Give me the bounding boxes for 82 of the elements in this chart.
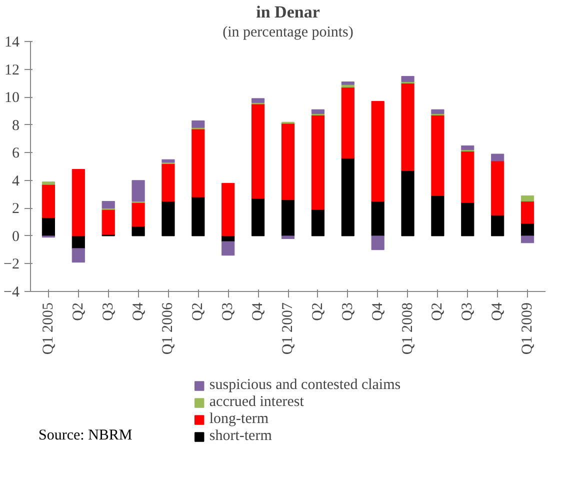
- x-tick-label: Q4: [490, 302, 506, 321]
- x-tick-label: Q3: [340, 302, 356, 321]
- bar: [491, 154, 504, 162]
- bar: [252, 98, 265, 103]
- bar: [222, 182, 235, 236]
- bar: [42, 184, 56, 218]
- bar: [72, 169, 85, 236]
- bar: [341, 82, 354, 85]
- y-tick-label: 4: [12, 173, 20, 190]
- y-tick-label: 14: [4, 34, 20, 50]
- bar: [162, 200, 175, 236]
- bar: [42, 218, 56, 236]
- bar: [431, 114, 444, 196]
- bar: [520, 195, 534, 202]
- x-tick-label: Q2: [70, 302, 86, 321]
- bar: [281, 123, 295, 200]
- bar: [132, 202, 145, 226]
- y-tick-label: 10: [4, 90, 20, 106]
- bar: [401, 76, 414, 82]
- x-tick-label: Q2: [190, 302, 206, 321]
- bar: [401, 170, 414, 236]
- bar: [461, 150, 474, 203]
- bar: [491, 214, 504, 236]
- y-tick-label: −4: [4, 284, 20, 300]
- bar: [102, 209, 115, 235]
- x-tick-label: Q4: [130, 302, 146, 321]
- x-tick-label: Q2: [310, 302, 326, 321]
- y-tick-label: 6: [12, 146, 20, 162]
- bar: [102, 200, 115, 208]
- bar: [72, 248, 85, 263]
- legend-label: accrued interest: [209, 394, 304, 411]
- y-tick-label: −2: [4, 256, 20, 273]
- bar: [42, 182, 56, 185]
- bar: [281, 200, 295, 236]
- bar: [371, 236, 384, 250]
- y-tick-label: 12: [4, 62, 20, 78]
- x-tick-label: Q2: [430, 302, 446, 321]
- bar: [222, 241, 235, 256]
- legend-label: short-term: [209, 428, 272, 445]
- bar: [461, 202, 474, 236]
- x-tick-label: Q3: [460, 302, 476, 321]
- bar: [520, 236, 534, 244]
- chart-title: in Denar: [256, 2, 320, 22]
- bar: [192, 120, 205, 128]
- x-tick-label: Q1 2008: [400, 302, 416, 355]
- bar: [311, 109, 324, 114]
- bar: [371, 200, 384, 236]
- bar: [162, 163, 175, 202]
- bar: [520, 200, 534, 224]
- bar: [431, 195, 444, 236]
- x-tick-label: Q4: [370, 302, 386, 321]
- bar: [132, 180, 145, 202]
- source-note: Source: NBRM: [38, 428, 132, 444]
- y-tick-label: 0: [12, 228, 20, 245]
- bar: [491, 160, 504, 216]
- bar: [132, 226, 145, 236]
- legend-label: long-term: [209, 411, 269, 428]
- x-tick-label: Q1 2005: [40, 302, 56, 355]
- bar: [311, 114, 324, 210]
- bar: [252, 104, 265, 199]
- bar: [371, 100, 384, 202]
- bar: [341, 87, 354, 158]
- y-tick-label: 8: [12, 118, 20, 134]
- bar: [192, 196, 205, 236]
- bar: [431, 109, 444, 114]
- bar: [461, 145, 474, 150]
- bar: [192, 128, 205, 198]
- bar: [252, 198, 265, 236]
- y-tick-label: 2: [12, 201, 20, 218]
- bar: [401, 82, 414, 171]
- bar: [341, 158, 354, 236]
- x-tick-label: Q1 2006: [160, 302, 176, 355]
- chart-subtitle: (in percentage points): [222, 24, 354, 40]
- x-tick-label: Q3: [220, 302, 236, 321]
- legend-label: suspicious and contested claims: [209, 377, 401, 394]
- bar: [311, 209, 324, 236]
- x-tick-label: Q1 2009: [520, 302, 536, 355]
- x-tick-label: Q1 2007: [280, 302, 296, 355]
- bar: [162, 159, 175, 163]
- x-tick-label: Q4: [250, 302, 266, 321]
- x-tick-label: Q3: [100, 302, 116, 321]
- bar: [281, 236, 295, 239]
